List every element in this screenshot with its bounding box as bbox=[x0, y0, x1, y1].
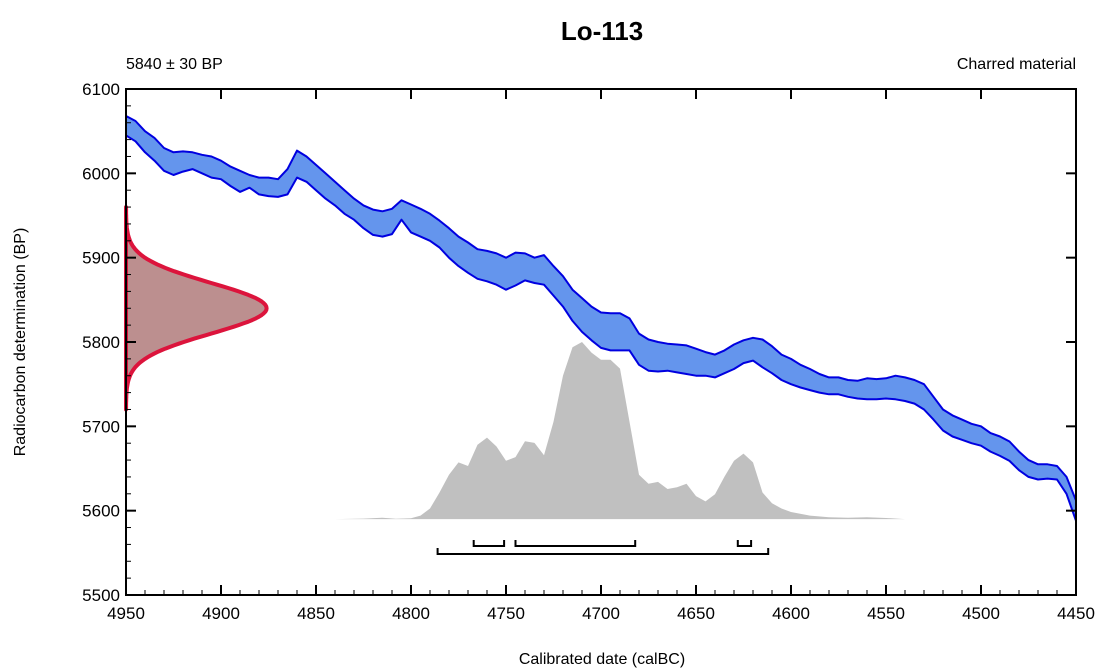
x-tick-label: 4950 bbox=[107, 604, 145, 623]
range-bracket-1 bbox=[514, 540, 637, 547]
y-tick-label: 6000 bbox=[82, 164, 120, 183]
x-tick-label: 4900 bbox=[202, 604, 240, 623]
x-tick-label: 4550 bbox=[867, 604, 905, 623]
range-bracket-1 bbox=[472, 540, 506, 547]
y-tick-label: 5800 bbox=[82, 333, 120, 352]
measurement-distribution bbox=[124, 205, 269, 412]
y-tick-label: 5900 bbox=[82, 249, 120, 268]
y-axis-label: Radiocarbon determination (BP) bbox=[12, 228, 29, 457]
y-tick-label: 5700 bbox=[82, 417, 120, 436]
x-tick-label: 4600 bbox=[772, 604, 810, 623]
plot-area bbox=[124, 115, 1077, 522]
y-tick-label: 6100 bbox=[82, 80, 120, 99]
y-tick-label: 5600 bbox=[82, 502, 120, 521]
calibrated-distribution bbox=[335, 342, 905, 520]
range-bracket-2 bbox=[436, 548, 770, 555]
x-tick-label: 4450 bbox=[1057, 604, 1095, 623]
axes: 4950 4900 4850 4800 4750 4700 4650 4600 4550 4500… bbox=[82, 80, 1095, 623]
x-tick-label: 4750 bbox=[487, 604, 525, 623]
hpd-ranges bbox=[436, 540, 770, 555]
x-tick-label: 4700 bbox=[582, 604, 620, 623]
x-axis-label: Calibrated date (calBC) bbox=[519, 651, 685, 668]
y-tick-label: 5500 bbox=[82, 586, 120, 605]
x-tick-label: 4800 bbox=[392, 604, 430, 623]
x-tick-label: 4850 bbox=[297, 604, 335, 623]
sample-material-label: Charred material bbox=[957, 56, 1076, 73]
range-bracket-1 bbox=[736, 540, 753, 547]
chart-title: Lo-113 bbox=[561, 16, 643, 46]
x-tick-label: 4500 bbox=[962, 604, 1000, 623]
measurement-label: 5840 ± 30 BP bbox=[126, 56, 223, 73]
x-tick-label: 4650 bbox=[677, 604, 715, 623]
